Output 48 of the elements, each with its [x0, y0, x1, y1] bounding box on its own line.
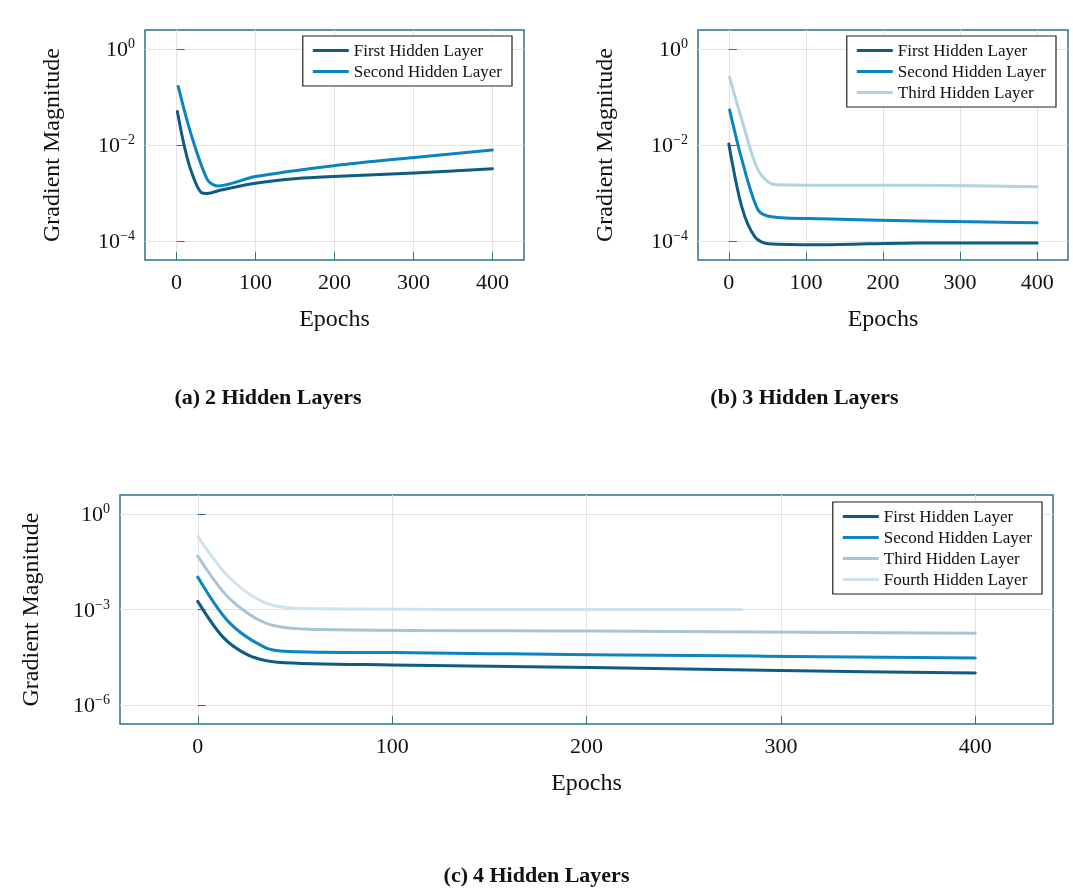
x-tick-label: 100	[789, 268, 823, 294]
y-tick-label: 10$^{−2}$	[98, 132, 135, 157]
line-series	[196, 534, 744, 611]
y-tick-label: 10$^{0}$	[659, 36, 688, 62]
x-tick-label: 300	[943, 268, 977, 294]
text: (c) 4 Hidden Layers	[443, 861, 630, 887]
text: (a) 2 Hidden Layers	[174, 383, 362, 409]
x-axis-title: Epochs	[551, 769, 622, 795]
x-tick-label: 100	[239, 268, 273, 294]
x-tick-label: 300	[764, 732, 798, 758]
x-axis-title: Epochs	[847, 305, 919, 331]
y-axis-title: Gradient Magnitude	[17, 512, 43, 707]
x-tick-label: 200	[570, 732, 603, 758]
x-tick-label: 400	[958, 732, 992, 758]
x-axis-title: Epochs	[299, 305, 370, 331]
y-tick-label: 10$^{−4}$	[651, 227, 688, 253]
line-series	[727, 142, 1039, 247]
legend-label: Third Hidden Layer	[897, 83, 1035, 102]
y-tick-label: 10$^{−6}$	[73, 691, 110, 717]
legend-label: Second Hidden Layer	[353, 62, 503, 81]
legend-label: Second Hidden Layer	[897, 62, 1047, 81]
y-axis-title: Gradient Magnitude	[591, 48, 617, 242]
line-series	[196, 599, 977, 675]
legend-label: Second Hidden Layer	[883, 528, 1033, 547]
x-tick-label: 0	[171, 268, 183, 294]
legend-label: First Hidden Layer	[883, 507, 1014, 526]
line-series	[176, 84, 494, 188]
text: (b) 3 Hidden Layers	[710, 383, 900, 409]
x-tick-label: 0	[723, 268, 735, 294]
legend-label: Third Hidden Layer	[883, 549, 1021, 568]
legend-label: First Hidden Layer	[897, 41, 1028, 60]
y-tick-label: 10$^{−2}$	[651, 132, 688, 157]
x-tick-label: 200	[318, 268, 351, 294]
y-axis-title: Gradient Magnitude	[38, 48, 64, 242]
legend-label: Fourth Hidden Layer	[883, 570, 1028, 589]
line-series	[728, 108, 1039, 225]
x-tick-label: 0	[192, 732, 204, 758]
y-tick-label: 10$^{0}$	[81, 501, 110, 527]
x-tick-label: 400	[475, 268, 509, 294]
x-tick-label: 100	[375, 732, 409, 758]
legend-label: First Hidden Layer	[353, 41, 484, 60]
y-tick-label: 10$^{0}$	[106, 36, 135, 62]
x-tick-label: 400	[1020, 268, 1054, 294]
y-tick-label: 10$^{−3}$	[73, 596, 110, 622]
line-series	[175, 109, 494, 195]
y-tick-label: 10$^{−4}$	[98, 227, 135, 253]
x-tick-label: 300	[396, 268, 430, 294]
x-tick-label: 200	[866, 268, 900, 294]
